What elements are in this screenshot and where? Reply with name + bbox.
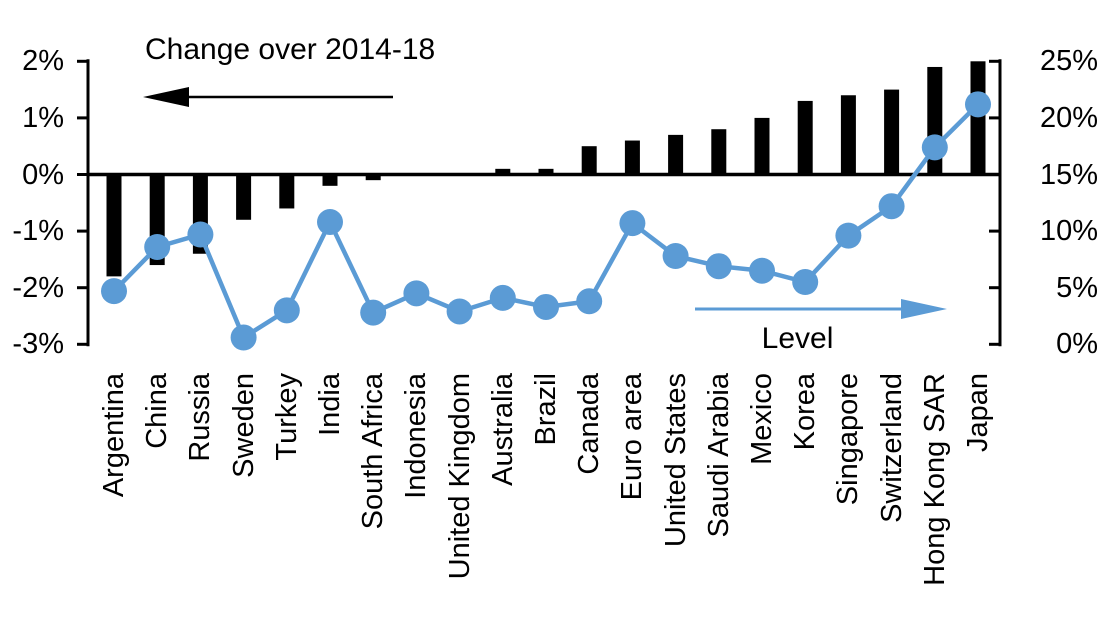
change-bar-singapore — [840, 95, 856, 175]
left-axis-tick-label-0%: 0% — [22, 158, 64, 191]
x-axis-label-india: India — [314, 373, 346, 436]
x-axis-label-indonesia: Indonesia — [400, 373, 433, 499]
change-series-label: Change over 2014-18 — [145, 33, 436, 66]
change-bar-india — [322, 174, 338, 186]
x-axis-label-euro-area: Euro area — [616, 373, 649, 501]
level-point-south-africa — [360, 299, 387, 326]
x-axis-label-korea: Korea — [789, 373, 822, 451]
change-bar-brazil — [538, 168, 554, 175]
right-axis-tick-label-10%: 10% — [1039, 215, 1098, 248]
level-point-russia — [187, 221, 214, 248]
change-bar-korea — [797, 100, 813, 175]
level-series-label: Level — [761, 322, 834, 355]
change-bar-japan — [970, 61, 986, 175]
x-axis-label-saudi-arabia: Saudi Arabia — [702, 373, 735, 538]
change-bar-switzerland — [884, 89, 900, 175]
left-axis-tick-label--2%: -2% — [12, 271, 64, 304]
level-point-argentina — [101, 278, 127, 305]
x-axis-label-russia: Russia — [184, 373, 217, 462]
right-axis-tick-label-20%: 20% — [1039, 101, 1098, 134]
change-bar-south-africa — [365, 174, 381, 181]
level-point-india — [317, 209, 343, 236]
right-axis-tick-label-25%: 25% — [1039, 45, 1098, 78]
change-bar-sweden — [236, 174, 252, 220]
level-right-arrow-head — [901, 299, 947, 319]
x-axis-label-canada: Canada — [573, 373, 606, 475]
level-point-singapore — [835, 222, 862, 249]
change-bar-turkey — [279, 174, 295, 209]
left-axis-tick-label--1%: -1% — [12, 215, 64, 248]
x-axis-label-turkey: Turkey — [270, 373, 303, 461]
x-axis-label-mexico: Mexico — [746, 373, 778, 465]
level-point-united-kingdom — [446, 298, 473, 325]
left-axis-tick-label--3%: -3% — [12, 328, 64, 361]
change-bar-saudi-arabia — [711, 129, 727, 175]
right-axis-tick-label-15%: 15% — [1039, 158, 1098, 191]
level-point-united-states — [662, 243, 689, 270]
level-point-brazil — [533, 293, 559, 320]
level-point-indonesia — [403, 280, 430, 307]
x-axis-label-united-states: United States — [659, 373, 692, 548]
x-axis-label-australia: Australia — [486, 373, 519, 486]
x-axis-label-south-africa: South Africa — [357, 373, 390, 530]
x-axis-label-argentina: Argentina — [98, 373, 130, 498]
change-left-arrow-head — [143, 87, 189, 107]
x-axis-label-china: China — [141, 373, 174, 449]
level-point-euro-area — [619, 210, 646, 237]
level-point-saudi-arabia — [705, 253, 732, 280]
level-point-sweden — [230, 324, 257, 351]
level-point-canada — [576, 288, 603, 315]
level-point-japan — [965, 91, 991, 118]
level-point-australia — [489, 284, 516, 311]
change-bar-euro-area — [624, 140, 640, 175]
level-point-korea — [792, 269, 819, 296]
change-bar-united-states — [668, 134, 684, 175]
x-axis-label-switzerland: Switzerland — [875, 373, 908, 523]
x-axis-label-japan: Japan — [962, 373, 994, 453]
change-bar-argentina — [106, 174, 122, 277]
left-axis-tick-label-2%: 2% — [22, 45, 64, 78]
right-axis-tick-label-5%: 5% — [1056, 271, 1098, 304]
change-bar-australia — [495, 168, 511, 175]
level-point-hong-kong-sar — [921, 134, 948, 161]
change-bar-mexico — [754, 117, 770, 175]
x-axis-label-brazil: Brazil — [530, 373, 562, 446]
level-point-switzerland — [878, 193, 905, 220]
x-axis-label-singapore: Singapore — [832, 373, 865, 506]
x-axis-label-united-kingdom: United Kingdom — [443, 373, 476, 580]
level-point-china — [144, 233, 171, 260]
right-axis-tick-label-0%: 0% — [1056, 328, 1098, 361]
change-bar-canada — [581, 146, 597, 175]
level-point-turkey — [273, 297, 300, 324]
level-point-mexico — [749, 257, 775, 284]
x-axis-label-hong-kong-sar: Hong Kong SAR — [918, 373, 951, 586]
left-axis-tick-label-1%: 1% — [22, 101, 64, 134]
x-axis-label-sweden: Sweden — [227, 373, 260, 478]
